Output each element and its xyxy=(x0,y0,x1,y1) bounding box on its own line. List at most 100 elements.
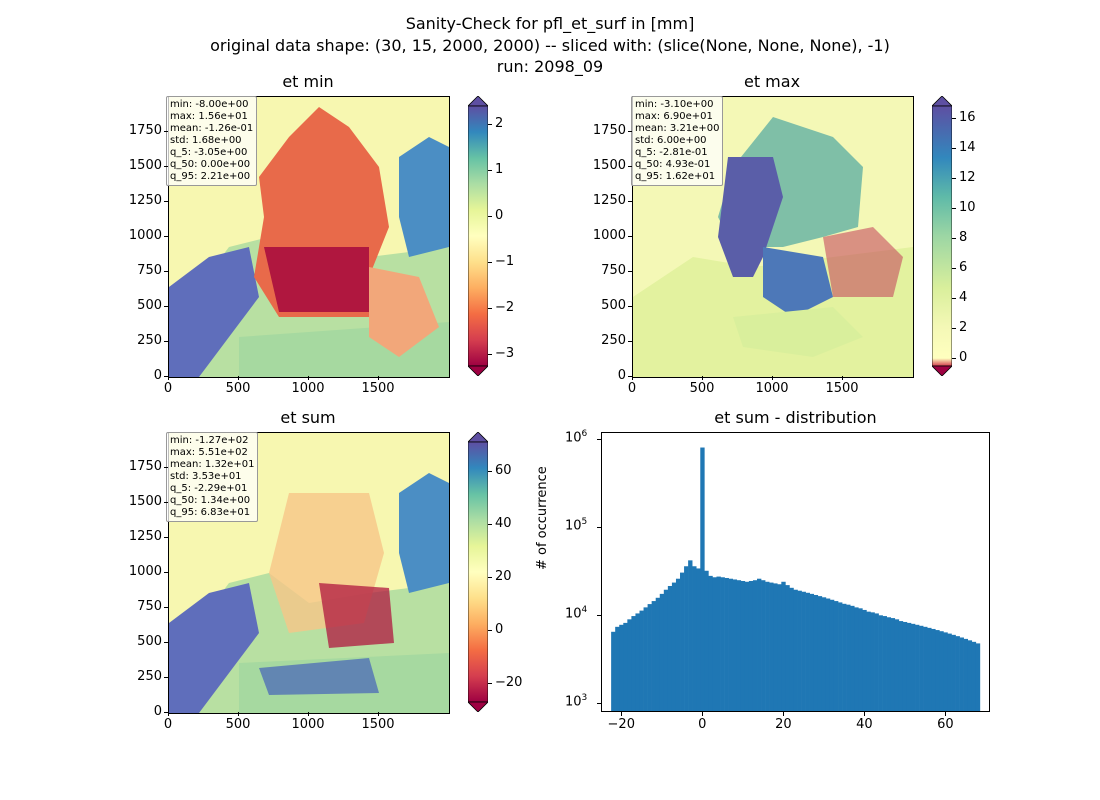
colorbar-tick-mark xyxy=(488,170,492,172)
et-sum-colorbar xyxy=(467,431,489,716)
stat-line: min: -3.10e+00 xyxy=(635,99,714,110)
histogram-bar xyxy=(748,580,754,712)
histogram-bar xyxy=(769,582,774,712)
histogram-bar xyxy=(817,596,823,712)
histogram-bar xyxy=(785,585,790,712)
histogram-bar xyxy=(712,577,717,712)
x-tick-mark xyxy=(632,376,633,380)
histogram-bar xyxy=(927,627,932,712)
x-tick-mark xyxy=(945,712,947,716)
colorbar-tick-mark xyxy=(488,308,492,310)
histogram-bar xyxy=(688,560,693,712)
colorbar-tick-mark xyxy=(488,354,492,356)
stat-line: mean: 1.32e+01 xyxy=(170,459,255,470)
et-max-stats-box: min: -3.10e+00 max: 6.90e+01 mean: 3.21e… xyxy=(631,96,724,186)
colorbar-tick-mark xyxy=(488,262,492,264)
histogram-bar xyxy=(732,579,738,712)
colorbar-tick-mark xyxy=(952,298,956,300)
histogram-bar xyxy=(825,598,831,712)
histogram-bar xyxy=(720,577,725,712)
y-tick-label: 1500 xyxy=(128,494,162,509)
colorbar-tick-mark xyxy=(952,358,956,360)
y-tick-mark xyxy=(628,131,632,132)
histogram-bar xyxy=(651,601,657,712)
y-tick-mark xyxy=(164,201,168,202)
colorbar-tick-label: 20 xyxy=(495,569,512,585)
y-tick-mark xyxy=(164,341,168,342)
stat-line: mean: 3.21e+00 xyxy=(635,123,720,134)
y-tick-mark xyxy=(164,376,168,377)
y-tick-label: 250 xyxy=(137,333,162,348)
x-tick-label: 0 xyxy=(163,717,173,732)
histogram-bar xyxy=(752,580,758,712)
histogram-bar xyxy=(663,589,669,712)
y-tick-mark xyxy=(628,341,632,342)
histogram-chart xyxy=(601,432,990,712)
colorbar-tick-mark xyxy=(952,118,956,120)
histogram-bar xyxy=(680,572,685,712)
y-tick-mark xyxy=(164,712,168,713)
et-min-map xyxy=(168,96,450,378)
stat-line: std: 1.68e+00 xyxy=(170,135,242,146)
y-tick-mark xyxy=(628,306,632,307)
histogram-bar xyxy=(894,619,900,712)
colorbar-tick-mark xyxy=(488,471,492,473)
et-sum-map xyxy=(168,432,450,714)
y-tick-label: 1250 xyxy=(592,193,626,208)
y-tick-mark xyxy=(164,131,168,132)
et-max-colorbar xyxy=(931,95,953,380)
stat-line: q_50: 0.00e+00 xyxy=(170,159,251,170)
histogram-bar xyxy=(878,615,883,712)
histogram-bar xyxy=(765,581,770,712)
histogram-bar xyxy=(866,611,871,712)
colorbar-tick-mark xyxy=(488,524,492,526)
y-tick-mark xyxy=(628,166,632,167)
histogram-bar xyxy=(898,621,904,712)
histogram-bar xyxy=(955,636,960,712)
colorbar-tick-label: 4 xyxy=(959,290,968,306)
histogram-bar xyxy=(959,637,964,712)
histogram-bar xyxy=(805,592,810,712)
histogram-bar xyxy=(708,575,713,712)
figure-title-line1: Sanity-Check for pfl_et_surf in [mm] xyxy=(405,14,695,33)
y-tick-label: 1000 xyxy=(128,228,162,243)
stat-line: q_50: 1.34e+00 xyxy=(170,495,251,506)
y-tick-label: 0 xyxy=(153,368,162,383)
histogram-title: et sum - distribution xyxy=(714,408,877,427)
histogram-bar xyxy=(915,624,920,712)
x-tick-label: 20 xyxy=(775,717,792,732)
colorbar-tick-mark xyxy=(488,577,492,579)
y-tick-label: 105 xyxy=(565,517,588,534)
histogram-bar xyxy=(829,599,835,712)
histogram-bar xyxy=(671,582,677,712)
histogram-bar xyxy=(854,607,859,712)
colorbar-tick-label: 8 xyxy=(959,230,968,246)
y-tick-mark xyxy=(164,166,168,167)
stat-line: max: 5.51e+02 xyxy=(170,447,248,458)
y-tick-label: 103 xyxy=(565,693,588,710)
histogram-bar xyxy=(975,643,981,712)
x-tick-label: 1500 xyxy=(825,381,859,396)
colorbar-tick-label: 14 xyxy=(959,140,976,156)
histogram-bar xyxy=(858,608,863,712)
y-tick-mark xyxy=(628,236,632,237)
x-tick-label: −20 xyxy=(607,717,635,732)
y-tick-label: 0 xyxy=(153,704,162,719)
colorbar-tick-mark xyxy=(952,178,956,180)
histogram-bar xyxy=(667,585,673,712)
histogram-bar xyxy=(789,587,794,712)
y-tick-mark xyxy=(164,677,168,678)
x-tick-mark xyxy=(168,376,169,380)
histogram-bar xyxy=(931,628,936,712)
histogram-bar xyxy=(757,578,762,712)
histogram-frame xyxy=(601,432,990,712)
x-tick-label: 500 xyxy=(225,717,251,732)
histogram-bar xyxy=(842,603,847,712)
y-tick-mark xyxy=(164,271,168,272)
histogram-bar xyxy=(773,583,778,712)
histogram-bar xyxy=(939,631,944,712)
histogram-bar xyxy=(963,638,969,712)
histogram-bar xyxy=(870,612,875,712)
histogram-bar xyxy=(801,591,806,712)
histogram-bar xyxy=(736,580,742,712)
